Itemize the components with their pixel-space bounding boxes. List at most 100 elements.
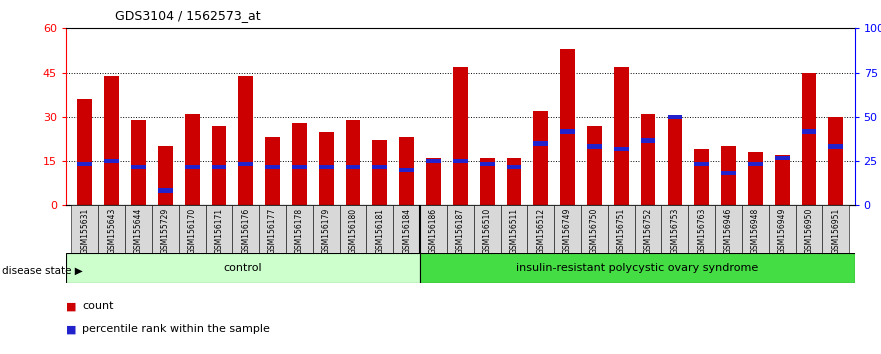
Bar xyxy=(774,155,789,205)
Text: GSM156752: GSM156752 xyxy=(643,208,653,254)
Bar xyxy=(292,165,307,169)
Text: GSM156751: GSM156751 xyxy=(617,208,626,254)
Bar xyxy=(742,205,769,253)
Bar xyxy=(104,75,119,205)
Bar xyxy=(554,205,581,253)
Text: insulin-resistant polycystic ovary syndrome: insulin-resistant polycystic ovary syndr… xyxy=(516,263,759,273)
Bar xyxy=(528,205,554,253)
Bar xyxy=(125,205,152,253)
Bar xyxy=(748,152,763,205)
Bar xyxy=(158,188,173,193)
Bar xyxy=(822,205,849,253)
Text: GSM155643: GSM155643 xyxy=(107,208,116,254)
Bar xyxy=(614,67,629,205)
Text: GSM156186: GSM156186 xyxy=(429,208,438,254)
Bar xyxy=(694,162,709,166)
Text: GSM156177: GSM156177 xyxy=(268,208,278,254)
Bar xyxy=(453,159,468,163)
Bar xyxy=(802,73,817,205)
Bar xyxy=(239,162,253,166)
Bar xyxy=(426,159,440,163)
Text: GSM156512: GSM156512 xyxy=(537,208,545,254)
Text: GSM156179: GSM156179 xyxy=(322,208,330,254)
Bar xyxy=(185,165,199,169)
Bar xyxy=(78,162,93,166)
Bar xyxy=(796,205,822,253)
Bar xyxy=(802,129,817,134)
Bar xyxy=(748,162,763,166)
Bar xyxy=(345,165,360,169)
Bar xyxy=(426,158,440,205)
Bar xyxy=(399,168,414,172)
Bar xyxy=(319,132,334,205)
Text: GSM156753: GSM156753 xyxy=(670,208,679,254)
Bar xyxy=(560,129,575,134)
Bar xyxy=(769,205,796,253)
Text: GSM156510: GSM156510 xyxy=(483,208,492,254)
Text: GSM156184: GSM156184 xyxy=(403,208,411,254)
Bar xyxy=(78,99,93,205)
Bar xyxy=(474,205,500,253)
Bar xyxy=(185,114,199,205)
Bar xyxy=(99,205,125,253)
Bar xyxy=(533,141,548,145)
Bar xyxy=(668,117,682,205)
Bar xyxy=(774,156,789,160)
Bar xyxy=(828,117,843,205)
Bar xyxy=(614,147,629,152)
Bar xyxy=(366,205,393,253)
Text: GSM156181: GSM156181 xyxy=(375,208,384,254)
Bar xyxy=(131,120,146,205)
Bar xyxy=(131,165,146,169)
Text: control: control xyxy=(224,263,263,273)
Text: GSM156170: GSM156170 xyxy=(188,208,196,254)
Bar xyxy=(399,137,414,205)
Bar xyxy=(211,165,226,169)
Bar xyxy=(634,205,662,253)
Text: ■: ■ xyxy=(66,324,77,334)
Text: GSM156763: GSM156763 xyxy=(697,208,707,254)
Bar xyxy=(587,144,602,149)
Bar xyxy=(104,159,119,163)
Bar xyxy=(205,205,233,253)
Text: GSM156178: GSM156178 xyxy=(295,208,304,254)
Text: GSM156750: GSM156750 xyxy=(590,208,599,254)
Bar xyxy=(507,158,522,205)
Bar xyxy=(480,158,494,205)
Bar xyxy=(211,126,226,205)
Bar xyxy=(694,149,709,205)
Bar xyxy=(71,205,99,253)
Text: GSM156187: GSM156187 xyxy=(455,208,465,254)
Bar xyxy=(722,171,736,175)
Bar xyxy=(158,146,173,205)
Bar xyxy=(587,126,602,205)
Text: GSM156951: GSM156951 xyxy=(832,208,840,254)
Bar xyxy=(292,123,307,205)
Bar xyxy=(533,111,548,205)
Bar xyxy=(286,205,313,253)
Text: GSM156749: GSM156749 xyxy=(563,208,572,254)
Bar xyxy=(420,205,447,253)
Bar xyxy=(66,253,420,283)
Bar xyxy=(668,115,682,119)
Text: GSM156949: GSM156949 xyxy=(778,208,787,254)
Text: GSM156946: GSM156946 xyxy=(724,208,733,254)
Bar xyxy=(828,144,843,149)
Bar xyxy=(640,114,655,205)
Bar xyxy=(373,141,388,205)
Bar xyxy=(233,205,259,253)
Text: GSM155644: GSM155644 xyxy=(134,208,143,254)
Bar xyxy=(447,205,474,253)
Bar xyxy=(500,205,528,253)
Text: GSM156180: GSM156180 xyxy=(349,208,358,254)
Bar xyxy=(608,205,634,253)
Text: GSM156950: GSM156950 xyxy=(804,208,813,254)
Bar xyxy=(265,165,280,169)
Bar xyxy=(581,205,608,253)
Bar xyxy=(662,205,688,253)
Text: GDS3104 / 1562573_at: GDS3104 / 1562573_at xyxy=(115,9,260,22)
Text: percentile rank within the sample: percentile rank within the sample xyxy=(82,324,270,334)
Bar xyxy=(688,205,715,253)
Bar xyxy=(319,165,334,169)
Text: GSM155631: GSM155631 xyxy=(80,208,89,254)
